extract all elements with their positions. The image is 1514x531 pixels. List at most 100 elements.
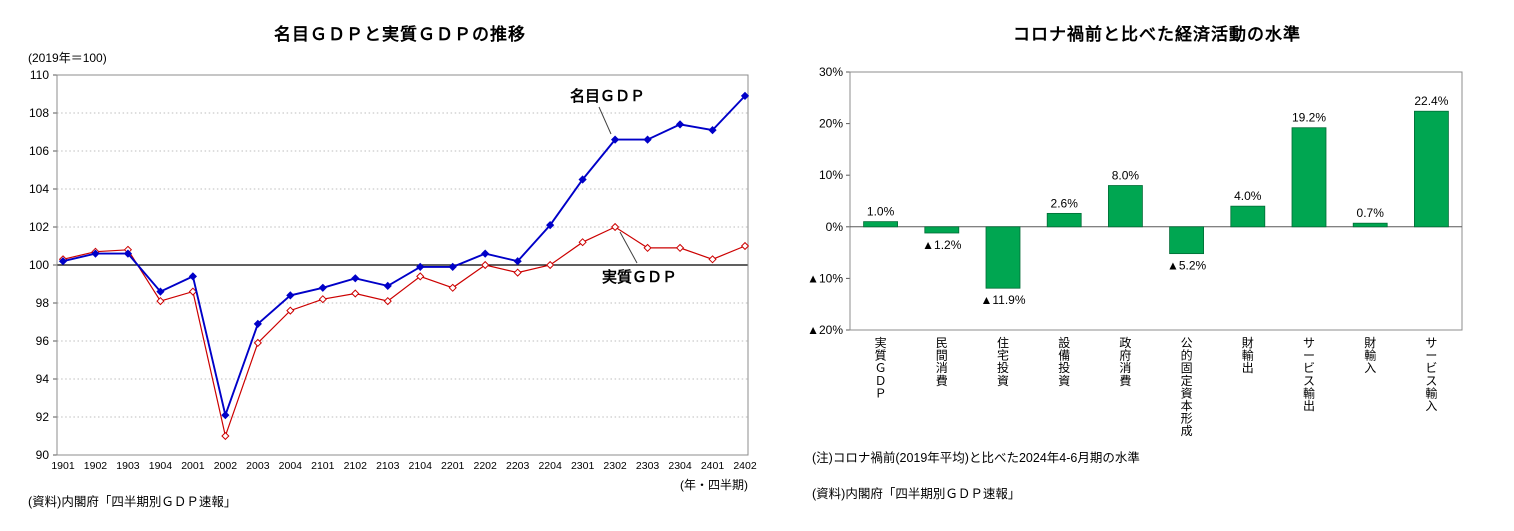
real-gdp-series-label: 実質ＧＤＰ [602,269,678,286]
left-chart-xaxis-note: (年・四半期) [680,478,748,492]
y-tick-label: 104 [29,182,49,196]
marker-nominal [546,220,555,230]
x-tick-label: 2004 [279,460,303,472]
marker-real [188,287,198,296]
marker-nominal [740,91,750,101]
bar [1414,110,1449,228]
marker-real [578,238,587,247]
x-tick-label: 2202 [474,460,498,472]
gdp-line-chart-panel: 名目ＧＤＰと実質ＧＤＰの推移 (2019年＝100) 90 92 94 96 98 100… [28,25,757,509]
bar [1169,226,1205,255]
x-tick-label: 2104 [409,460,433,472]
x-category-label: 実質ＧＤＰ [875,335,887,400]
y-tick-label: 94 [36,372,50,386]
x-category-label: サービス輸出 [1303,336,1315,413]
marker-nominal [383,281,392,291]
x-tick-label: 2102 [344,460,368,472]
x-tick-label: 1902 [84,460,108,472]
bar [1107,185,1143,228]
bar-value-label: 22.4% [1414,94,1448,108]
y-tick-label: 30% [819,65,843,79]
x-tick-label: 2401 [701,460,725,472]
bar-value-label: 8.0% [1112,169,1140,183]
y-tick-label: 20% [819,117,843,131]
x-category-label: 財輸出 [1242,335,1254,375]
line-real [62,226,746,439]
y-tick-label: 106 [29,144,49,158]
right-chart-note: (注)コロナ禍前(2019年平均)と比べた2024年4-6月期の水準 [812,451,1140,465]
bar-value-label: 2.6% [1051,196,1079,210]
marker-real [351,289,360,298]
activity-bar-chart-panel: コロナ禍前と比べた経済活動の水準 30% 20% 10% 0% ▲10% ▲20% 1.0%… [770,0,1514,531]
bar [985,226,1021,289]
marker-real [253,338,262,348]
x-tick-label: 1903 [116,460,140,472]
bar [1291,127,1327,228]
left-chart-unit-note: (2019年＝100) [28,51,107,65]
left-chart-title: 名目ＧＤＰと実質ＧＤＰの推移 [274,25,526,44]
x-tick-label: 2303 [636,460,660,472]
y-tick-label: 96 [36,334,50,348]
x-tick-label: 2402 [733,460,757,472]
y-tick-label: ▲20% [807,323,843,337]
y-tick-label: 92 [36,410,50,424]
marker-real [286,306,295,315]
bar [1352,222,1388,228]
x-category-label: サービス輸入 [1425,336,1437,413]
x-category-label: 財輸入 [1364,335,1376,375]
marker-real [513,268,522,277]
bar [863,221,898,228]
y-tick-label: 90 [36,448,50,462]
gdp-line-chart: 90 92 94 96 98 100 102 104 106 108 110 1901 1902 1903… [29,68,757,472]
plot-border [849,71,1463,331]
bar-value-label: ▲5.2% [1167,259,1207,273]
x-tick-label: 2301 [571,460,595,472]
x-tick-label: 2001 [181,460,205,472]
activity-bar-chart: 30% 20% 10% 0% ▲10% ▲20% 1.0% ▲1.2% ▲11.9% 2.6% 8.… [807,65,1463,438]
bar [924,226,960,234]
bar-value-label: 4.0% [1234,189,1262,203]
line-nominal [62,95,746,419]
marker-nominal [416,262,425,272]
marker-real [481,260,490,270]
x-category-label: 公的固定資本形成 [1181,336,1193,438]
marker-nominal [481,249,490,258]
marker-real [740,241,750,251]
marker-nominal [578,175,587,184]
real-label-leader [619,231,638,264]
marker-nominal [448,262,457,272]
marker-nominal [188,272,198,281]
marker-real [610,222,620,232]
nominal-gdp-series-label: 名目ＧＤＰ [570,88,646,105]
y-tick-label: 100 [29,258,49,272]
right-chart-source: (資料)内閣府「四半期別ＧＤＰ速報」 [812,487,1021,501]
x-tick-label: 2304 [668,460,692,472]
marker-real [221,431,230,441]
y-tick-label: 110 [30,68,49,82]
marker-nominal [221,410,230,420]
y-tick-label: 10% [819,168,843,182]
x-tick-label: 2201 [441,460,465,472]
bar [1046,212,1082,228]
marker-nominal [675,120,685,129]
marker-real [546,260,555,270]
x-tick-label: 2203 [506,460,530,472]
marker-real [416,272,425,281]
x-tick-label: 2204 [538,460,562,472]
x-tick-label: 2302 [603,460,627,472]
marker-nominal [708,125,717,135]
x-category-label: 民間消費 [936,336,948,388]
left-chart-source: (資料)内閣府「四半期別ＧＤＰ速報」 [28,495,237,509]
bar-value-label: 0.7% [1357,206,1385,220]
marker-real [383,296,392,306]
nominal-label-leader [598,106,612,135]
marker-nominal [351,274,360,283]
plot-border [56,74,749,456]
marker-nominal [513,257,522,266]
marker-nominal [643,135,652,144]
marker-nominal [58,257,68,266]
x-tick-label: 2003 [246,460,270,472]
bar [1230,205,1266,228]
y-tick-label: 0% [826,220,844,234]
bar-value-label: 19.2% [1292,111,1326,125]
